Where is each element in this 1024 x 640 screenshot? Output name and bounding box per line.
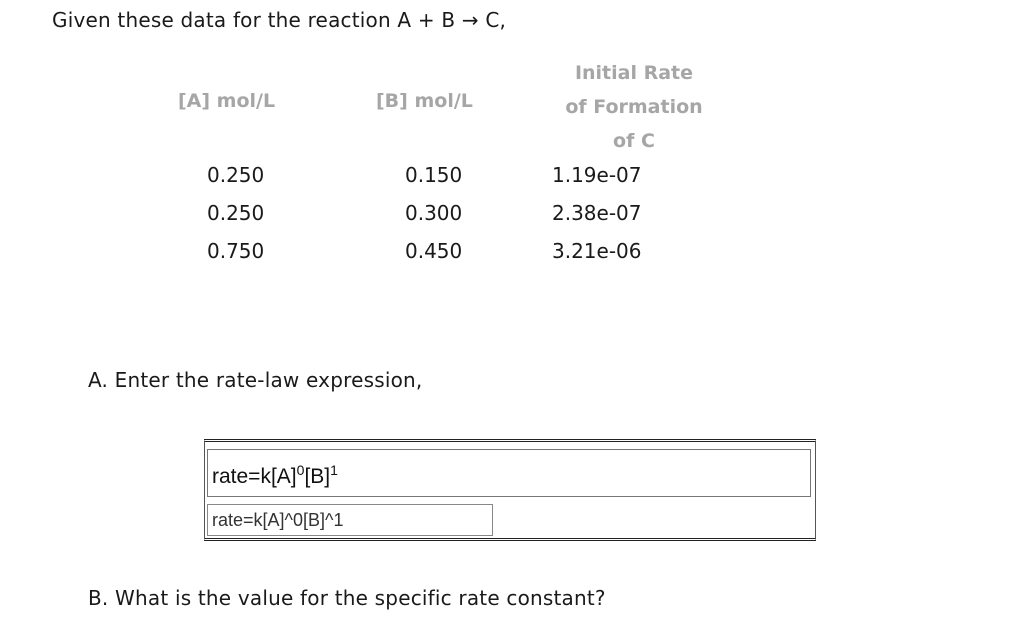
header-concentration-b: [B] mol/L: [376, 90, 473, 112]
part-b-prompt: B. What is the value for the specific ra…: [88, 586, 606, 610]
preview-exponent-a: 0: [296, 462, 305, 478]
header-rate-line2: of Formation: [565, 96, 703, 118]
part-a-prompt: A. Enter the rate-law expression,: [88, 368, 423, 392]
preview-base: rate=k[A]: [212, 465, 297, 488]
row1-rate: 1.19e-07: [552, 163, 642, 187]
question-intro: Given these data for the reaction A + B …: [52, 8, 507, 32]
row1-b: 0.150: [405, 163, 463, 187]
preview-mid: [B]: [304, 465, 331, 488]
rate-law-input[interactable]: [207, 504, 493, 536]
row2-rate: 2.38e-07: [552, 201, 642, 225]
row2-a: 0.250: [207, 201, 265, 225]
row3-b: 0.450: [405, 239, 463, 263]
answer-frame: rate=k[A]0[B]1: [204, 439, 816, 541]
row2-b: 0.300: [405, 201, 463, 225]
preview-exponent-b: 1: [330, 462, 338, 478]
header-concentration-a: [A] mol/L: [178, 90, 276, 112]
header-initial-rate: Initial Rate of Formation of C: [555, 56, 713, 158]
rate-law-preview: rate=k[A]0[B]1: [207, 449, 811, 497]
row3-rate: 3.21e-06: [552, 239, 642, 263]
row1-a: 0.250: [207, 163, 265, 187]
row3-a: 0.750: [207, 239, 265, 263]
header-rate-line3: of C: [613, 130, 655, 152]
header-rate-line1: Initial Rate: [574, 62, 694, 84]
